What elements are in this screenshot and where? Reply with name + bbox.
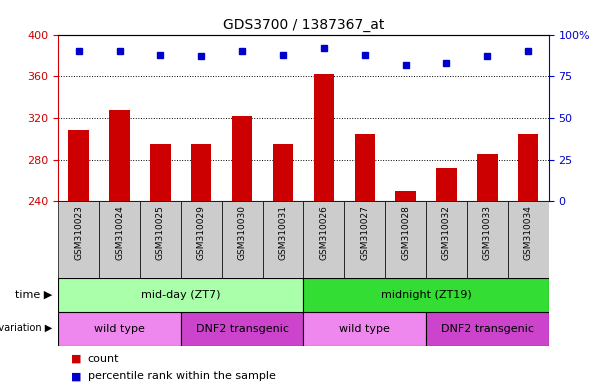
- Text: count: count: [88, 354, 119, 364]
- Bar: [58, 278, 303, 312]
- Bar: [426, 312, 549, 346]
- Text: GSM310026: GSM310026: [319, 205, 329, 260]
- Bar: [345, 201, 385, 278]
- Bar: [467, 201, 508, 278]
- Text: GSM310030: GSM310030: [238, 205, 246, 260]
- Bar: [99, 201, 140, 278]
- Bar: [354, 134, 375, 384]
- Bar: [436, 168, 457, 384]
- Bar: [385, 201, 426, 278]
- Text: GSM310028: GSM310028: [401, 205, 410, 260]
- Bar: [109, 109, 130, 384]
- Text: GSM310025: GSM310025: [156, 205, 165, 260]
- Text: wild type: wild type: [340, 324, 390, 334]
- Text: DNF2 transgenic: DNF2 transgenic: [196, 324, 289, 334]
- Bar: [262, 201, 303, 278]
- Text: genotype/variation ▶: genotype/variation ▶: [0, 323, 52, 333]
- Bar: [140, 201, 181, 278]
- Bar: [181, 201, 222, 278]
- Bar: [181, 312, 303, 346]
- Text: percentile rank within the sample: percentile rank within the sample: [88, 371, 275, 381]
- Text: GSM310024: GSM310024: [115, 205, 124, 260]
- Text: mid-day (ZT7): mid-day (ZT7): [141, 290, 221, 300]
- Text: GSM310029: GSM310029: [197, 205, 206, 260]
- Bar: [69, 131, 89, 384]
- Text: GSM310023: GSM310023: [74, 205, 83, 260]
- Text: time ▶: time ▶: [15, 290, 52, 300]
- Bar: [426, 201, 467, 278]
- Text: GSM310031: GSM310031: [278, 205, 287, 260]
- Bar: [273, 144, 293, 384]
- Bar: [477, 154, 498, 384]
- Text: GSM310034: GSM310034: [524, 205, 533, 260]
- Bar: [314, 74, 334, 384]
- Bar: [58, 201, 99, 278]
- Text: midnight (ZT19): midnight (ZT19): [381, 290, 471, 300]
- Title: GDS3700 / 1387367_at: GDS3700 / 1387367_at: [223, 18, 384, 32]
- Text: GSM310027: GSM310027: [360, 205, 369, 260]
- Text: GSM310032: GSM310032: [442, 205, 451, 260]
- Bar: [222, 201, 262, 278]
- Bar: [518, 134, 538, 384]
- Text: ■: ■: [70, 371, 81, 381]
- Bar: [232, 116, 253, 384]
- Text: ■: ■: [70, 354, 81, 364]
- Bar: [303, 278, 549, 312]
- Text: GSM310033: GSM310033: [483, 205, 492, 260]
- Text: DNF2 transgenic: DNF2 transgenic: [441, 324, 534, 334]
- Bar: [508, 201, 549, 278]
- Bar: [303, 312, 426, 346]
- Bar: [191, 144, 211, 384]
- Bar: [58, 312, 181, 346]
- Bar: [150, 144, 170, 384]
- Bar: [303, 201, 345, 278]
- Bar: [395, 191, 416, 384]
- Text: wild type: wild type: [94, 324, 145, 334]
